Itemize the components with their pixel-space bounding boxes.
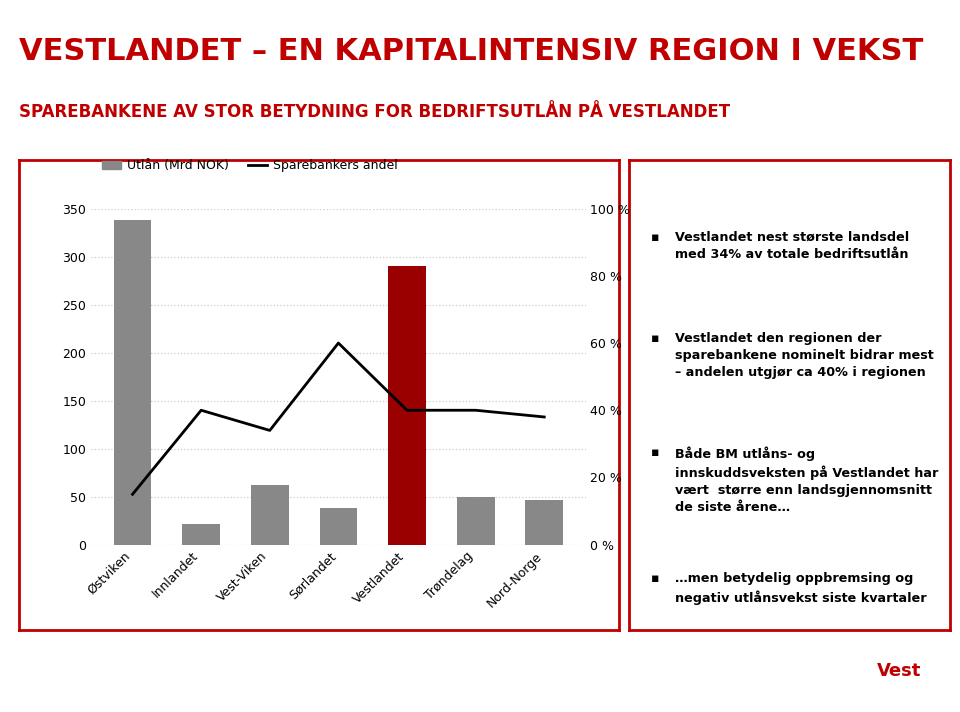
Bar (320, 508, 357, 545)
Text: VESTLANDET – EN KAPITALINTENSIV REGION I VEKST: VESTLANDET – EN KAPITALINTENSIV REGION I… (19, 38, 924, 66)
Text: 9: 9 (21, 646, 32, 661)
Text: Sparebanken: Sparebanken (728, 662, 861, 680)
Text: Vestlandet nest største landsdel
med 34% av totale bedriftsutlån: Vestlandet nest største landsdel med 34%… (675, 231, 909, 261)
Bar (113, 220, 152, 545)
Legend: Utlån (Mrd NOK), Sparebankers andel: Utlån (Mrd NOK), Sparebankers andel (98, 155, 403, 177)
Text: Kommentarer: Kommentarer (731, 169, 849, 185)
Text: ▪: ▪ (651, 333, 659, 345)
Bar (251, 485, 289, 545)
Text: SPAREBANKENE AV STOR BETYDNING FOR BEDRIFTSUTLÅN PÅ VESTLANDET: SPAREBANKENE AV STOR BETYDNING FOR BEDRI… (19, 103, 731, 120)
Text: Kilder: Den norske bedriftsbankboka 2011, SNF NHH: Kilder: Den norske bedriftsbankboka 2011… (21, 683, 331, 696)
Text: ▪: ▪ (651, 446, 659, 459)
Bar (388, 266, 426, 545)
Text: Både BM utlåns- og
innskuddsveksten på Vestlandet har
vært  større enn landsgjen: Både BM utlåns- og innskuddsveksten på V… (675, 446, 938, 514)
Bar (457, 497, 494, 545)
Bar (525, 500, 564, 545)
Text: ▪: ▪ (651, 572, 659, 585)
Text: Bedriftsutlån per landsdel og banktype (Mrd NOK og i %): Bedriftsutlån per landsdel og banktype (… (37, 169, 485, 185)
Bar (182, 523, 220, 545)
Text: …men betydelig oppbremsing og
negativ utlånsvekst siste kvartaler: …men betydelig oppbremsing og negativ ut… (675, 572, 926, 604)
Text: ▪: ▪ (651, 231, 659, 244)
Text: Vestlandet den regionen der
sparebankene nominelt bidrar mest
– andelen utgjør c: Vestlandet den regionen der sparebankene… (675, 333, 933, 379)
Text: Vest: Vest (877, 662, 922, 680)
